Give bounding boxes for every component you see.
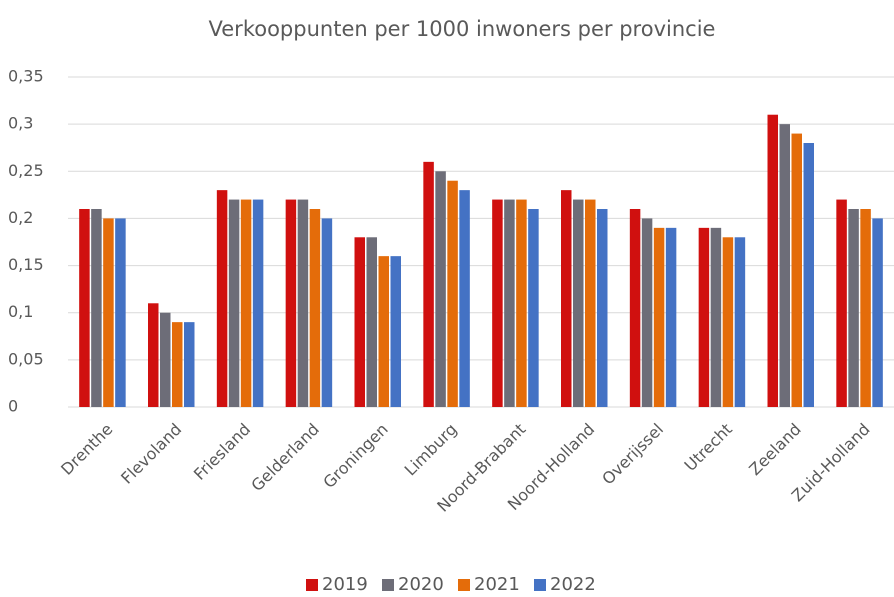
y-tick-label: 0,2 (8, 208, 33, 227)
bar (366, 237, 377, 407)
bar (516, 199, 527, 407)
bar (860, 209, 871, 407)
bar (779, 124, 790, 408)
y-tick-label: 0,05 (8, 349, 44, 368)
bar (561, 190, 572, 407)
bar (103, 218, 114, 407)
legend-label: 2021 (474, 574, 520, 595)
bar (228, 199, 240, 407)
x-tick-label: Flevoland (117, 420, 185, 488)
legend-label: 2020 (398, 574, 444, 595)
bar (423, 161, 434, 407)
bar (504, 199, 515, 407)
legend-swatch (306, 579, 318, 591)
bar (528, 209, 539, 407)
x-tick-label: Groningen (319, 420, 391, 492)
x-tick-label: Friesland (190, 420, 254, 484)
bar (79, 209, 90, 407)
bar (872, 218, 883, 407)
bar (309, 209, 321, 407)
legend-label: 2022 (550, 574, 596, 595)
bar (378, 256, 389, 407)
bar (791, 133, 802, 408)
legend-swatch (458, 579, 470, 591)
bar (734, 237, 746, 407)
bar (447, 180, 458, 407)
y-tick-label: 0,35 (8, 67, 44, 86)
bar (665, 227, 677, 407)
x-tick-label: Drenthe (57, 420, 116, 479)
bar (653, 227, 665, 407)
bar (629, 209, 641, 407)
y-tick-label: 0 (8, 397, 18, 416)
bar (285, 199, 297, 407)
bar (698, 227, 710, 407)
bar (148, 303, 159, 407)
bar (435, 171, 446, 407)
bar (240, 199, 252, 407)
legend-swatch (534, 579, 546, 591)
bar (459, 190, 470, 407)
legend-label: 2019 (322, 574, 368, 595)
y-tick-label: 0,15 (8, 255, 44, 274)
x-tick-label: Limburg (401, 420, 461, 480)
y-tick-label: 0,25 (8, 161, 44, 180)
bar (115, 218, 126, 407)
bar (836, 199, 847, 407)
bar (641, 218, 653, 407)
bar (722, 237, 734, 407)
y-tick-label: 0,3 (8, 114, 33, 133)
bar (184, 322, 195, 407)
bar (252, 199, 264, 407)
bar (390, 256, 401, 407)
bar (585, 199, 596, 407)
bar (216, 190, 228, 407)
bar (354, 237, 365, 407)
bar (767, 114, 778, 407)
bar (91, 209, 102, 407)
bar (597, 209, 608, 407)
x-tick-label: Utrecht (681, 420, 736, 475)
bar (848, 209, 859, 407)
legend-swatch (382, 579, 394, 591)
x-tick-label: Overijssel (598, 420, 667, 489)
bar (710, 227, 722, 407)
bar (297, 199, 309, 407)
bar (172, 322, 183, 407)
chart-title: Verkooppunten per 1000 inwoners per prov… (209, 17, 716, 41)
y-tick-label: 0,1 (8, 302, 33, 321)
x-tick-label: Gelderland (247, 420, 323, 496)
bar (321, 218, 333, 407)
bar (573, 199, 584, 407)
bar (160, 312, 171, 407)
bar (803, 143, 814, 407)
x-tick-label: Zeeland (745, 420, 805, 480)
bar (492, 199, 503, 407)
